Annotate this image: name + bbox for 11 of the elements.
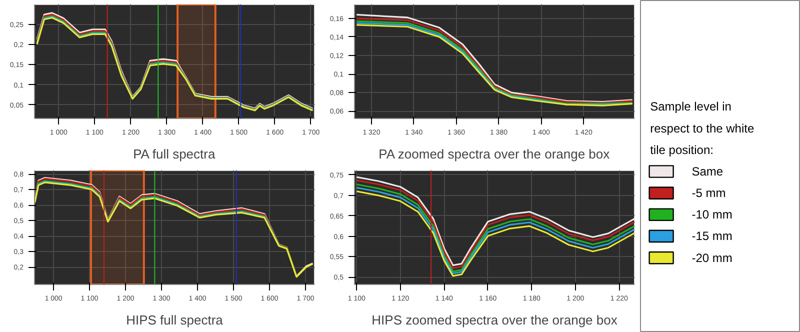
legend-label: Same — [692, 164, 724, 178]
text: PA zoomed spectra over the orange box — [378, 146, 610, 162]
legend-label: -15 mm — [692, 229, 732, 244]
legend-label: -5 mm — [692, 186, 726, 200]
legend-label: -20 mm — [692, 250, 732, 265]
legend-label: -10 mm — [692, 208, 732, 222]
text: HIPS zoomed spectra over the orange box — [372, 312, 618, 328]
text: PA full spectra — [133, 146, 216, 162]
line-series — [34, 180, 280, 246]
legend-title: Sample level in respect to the white tile position: — [650, 100, 754, 157]
text: HIPS full spectra — [126, 312, 224, 328]
